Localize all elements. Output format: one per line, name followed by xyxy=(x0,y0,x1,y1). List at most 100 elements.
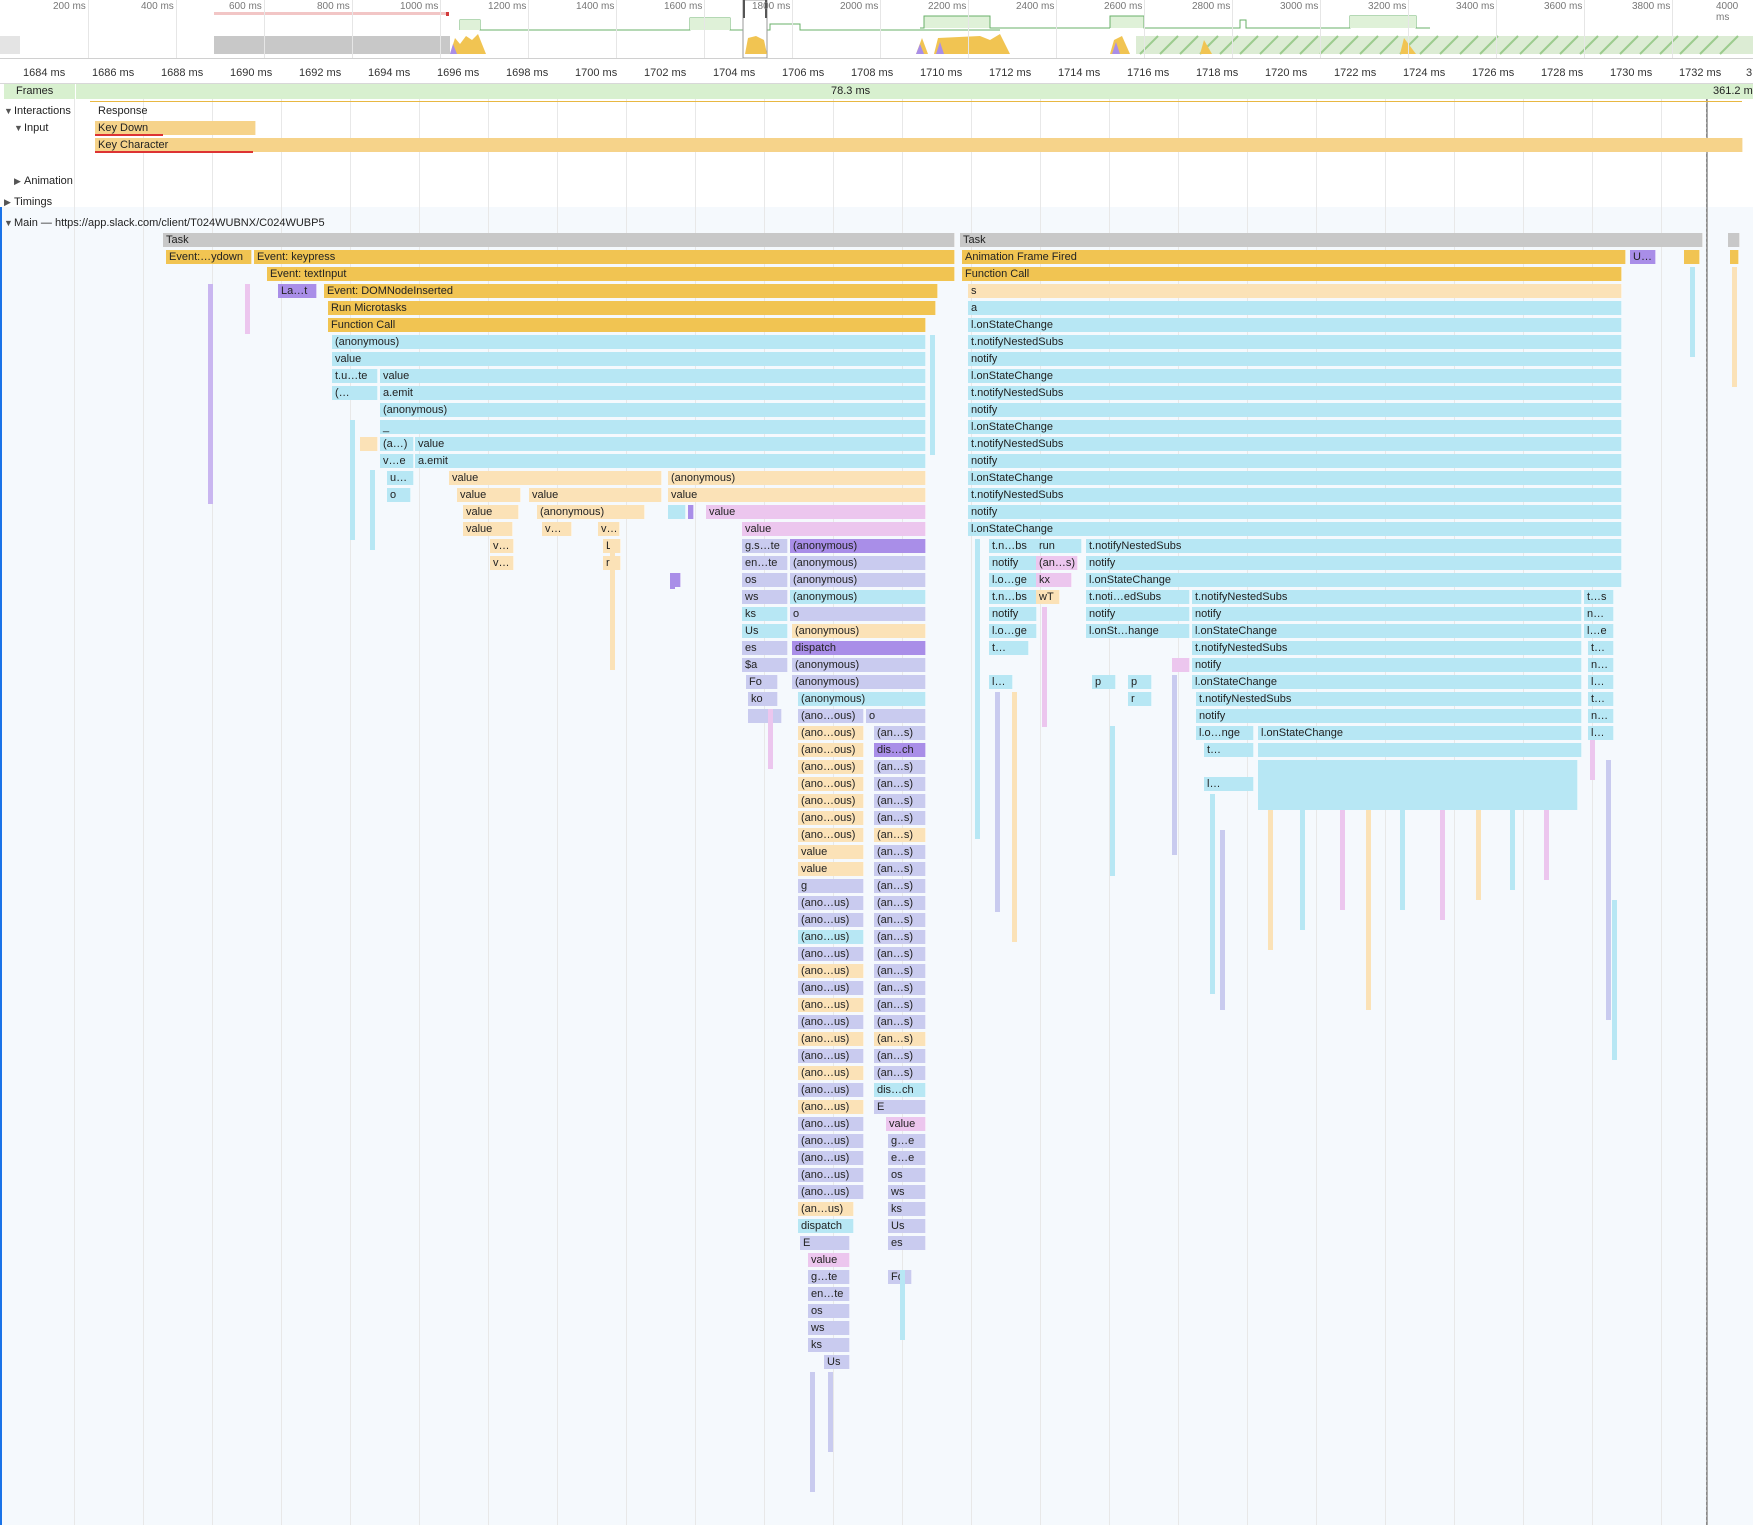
flame-frame[interactable]: en…te xyxy=(808,1287,850,1301)
flame-frame[interactable]: en…te xyxy=(742,556,788,570)
flame-frame[interactable]: Us xyxy=(824,1355,850,1369)
flame-frame[interactable]: (an…s) xyxy=(874,964,926,978)
flame-frame[interactable]: ks xyxy=(808,1338,850,1352)
flame-frame[interactable]: e…e xyxy=(888,1151,926,1165)
flame-frame[interactable]: notify xyxy=(968,403,1622,417)
flame-frame[interactable]: p xyxy=(1128,675,1152,689)
timings-track-header[interactable]: ▶ Timings xyxy=(4,196,52,208)
flame-frame[interactable]: (a…) xyxy=(380,437,414,451)
flame-frame[interactable]: value xyxy=(742,522,926,536)
task-bar[interactable]: Task xyxy=(960,233,1703,247)
flame-frame[interactable]: dispatch xyxy=(792,641,926,655)
flame-frame[interactable]: t.notifyNestedSubs xyxy=(1192,590,1582,604)
flame-frame[interactable]: l.o…nge xyxy=(1196,726,1254,740)
flame-frame[interactable]: (an…s) xyxy=(874,879,926,893)
flame-frame[interactable]: l.onStateChange xyxy=(968,318,1622,332)
flame-frame[interactable]: value xyxy=(463,505,519,519)
flame-frame[interactable]: t.noti…edSubs xyxy=(1086,590,1190,604)
animation-track-header[interactable]: ▶ Animation xyxy=(14,175,73,187)
event-domnodeinserted-bar[interactable]: Event: DOMNodeInserted xyxy=(324,284,938,298)
flame-frame[interactable]: t.notifyNestedSubs xyxy=(968,488,1622,502)
flame-frame[interactable]: (an…s) xyxy=(1036,556,1078,570)
flame-frame[interactable]: (ano…ous) xyxy=(798,794,864,808)
flame-frame[interactable]: t.u…te xyxy=(332,369,378,383)
flame-frame[interactable]: o xyxy=(866,709,926,723)
flame-frame[interactable]: t… xyxy=(1588,692,1614,706)
flame-frame[interactable]: (ano…us) xyxy=(798,1049,864,1063)
flame-frame[interactable]: run xyxy=(1036,539,1082,553)
flame-frame[interactable]: r xyxy=(1128,692,1152,706)
flame-frame[interactable]: kx xyxy=(1036,573,1072,587)
flame-frame[interactable]: (ano…ous) xyxy=(798,811,864,825)
key-character-bar[interactable]: Key Character xyxy=(95,138,1743,152)
flame-frame[interactable]: (ano…us) xyxy=(798,1185,864,1199)
run-microtasks-bar[interactable]: Run Microtasks xyxy=(328,301,936,315)
flame-frame[interactable] xyxy=(1172,658,1190,672)
key-down-bar[interactable]: Key Down xyxy=(95,121,256,135)
flame-frame[interactable]: (… xyxy=(332,386,378,400)
flame-frame[interactable]: o xyxy=(790,607,926,621)
flame-frame[interactable]: t.n…bs xyxy=(989,590,1037,604)
flame-frame[interactable]: (an…s) xyxy=(874,811,926,825)
flame-frame[interactable]: notify xyxy=(1086,556,1622,570)
function-call-bar[interactable]: Function Call xyxy=(328,318,926,332)
flame-frame[interactable]: value xyxy=(415,437,926,451)
flame-frame[interactable] xyxy=(1684,250,1700,264)
flame-frame[interactable]: l…e xyxy=(1584,624,1614,638)
flame-frame[interactable]: l.o…ge xyxy=(989,573,1037,587)
flame-frame[interactable]: value xyxy=(380,369,926,383)
flame-frame[interactable]: t.notifyNestedSubs xyxy=(968,335,1622,349)
flame-frame[interactable]: v… xyxy=(598,522,620,536)
time-ruler[interactable]: 1684 ms 1686 ms 1688 ms 1690 ms 1692 ms … xyxy=(0,63,1753,84)
flame-frame[interactable]: (anonymous) xyxy=(537,505,645,519)
flame-frame[interactable]: notify xyxy=(1192,658,1582,672)
flame-frame[interactable]: notify xyxy=(968,505,1622,519)
flame-frame[interactable]: a.emit xyxy=(380,386,926,400)
flame-frame[interactable]: t… xyxy=(989,641,1029,655)
flame-frame[interactable]: (ano…us) xyxy=(798,1032,864,1046)
flame-frame[interactable]: value xyxy=(668,488,926,502)
flame-frame[interactable]: ko xyxy=(748,692,778,706)
flame-frame[interactable]: notify xyxy=(968,454,1622,468)
flame-frame[interactable]: dis…ch xyxy=(874,743,926,757)
flame-frame[interactable] xyxy=(1258,743,1582,757)
flame-frame[interactable]: n… xyxy=(1588,658,1614,672)
flame-frame[interactable]: value xyxy=(886,1117,926,1131)
flame-frame[interactable]: (ano…us) xyxy=(798,1117,864,1131)
flame-frame[interactable]: (ano…ous) xyxy=(798,726,864,740)
flame-frame[interactable]: l… xyxy=(1588,726,1614,740)
flame-frame[interactable]: E xyxy=(874,1100,926,1114)
flame-frame[interactable]: v…e xyxy=(380,454,414,468)
flame-frame[interactable] xyxy=(360,437,378,451)
flame-frame[interactable]: os xyxy=(808,1304,850,1318)
flame-frame[interactable]: (an…s) xyxy=(874,726,926,740)
flame-frame[interactable]: (an…s) xyxy=(874,777,926,791)
flame-frame[interactable]: E xyxy=(800,1236,850,1250)
flame-frame[interactable]: v… xyxy=(490,556,514,570)
input-track-header[interactable]: ▼Input xyxy=(14,122,48,134)
flame-frame[interactable]: (anonymous) xyxy=(790,573,926,587)
flame-frame[interactable]: (anonymous) xyxy=(790,590,926,604)
collapse-triangle-icon[interactable]: ▼ xyxy=(4,106,13,116)
flame-frame[interactable]: (ano…ous) xyxy=(798,777,864,791)
flame-frame[interactable]: l.onStateChange xyxy=(968,471,1622,485)
flame-frame[interactable]: value xyxy=(463,522,513,536)
flame-frame[interactable]: (an…s) xyxy=(874,930,926,944)
flame-frame[interactable]: (anonymous) xyxy=(332,335,926,349)
flame-frame[interactable]: (ano…ous) xyxy=(798,709,864,723)
flame-frame[interactable]: value xyxy=(808,1253,850,1267)
flame-frame[interactable]: (ano…us) xyxy=(798,1151,864,1165)
flame-frame[interactable]: (an…s) xyxy=(874,845,926,859)
flame-frame[interactable]: (anonymous) xyxy=(798,692,926,706)
task-bar[interactable]: Task xyxy=(163,233,955,247)
flame-frame[interactable]: os xyxy=(742,573,788,587)
expand-triangle-icon[interactable]: ▶ xyxy=(14,176,21,186)
flame-frame[interactable]: g…e xyxy=(888,1134,926,1148)
flame-frame[interactable]: (anonymous) xyxy=(792,658,926,672)
flame-frame[interactable]: (an…s) xyxy=(874,1015,926,1029)
flame-frame[interactable]: (ano…ous) xyxy=(798,743,864,757)
flame-frame[interactable]: value xyxy=(798,862,864,876)
layout-bar[interactable]: La…t xyxy=(278,284,317,298)
flame-frame[interactable]: wT xyxy=(1036,590,1060,604)
flame-frame[interactable]: l… xyxy=(989,675,1013,689)
